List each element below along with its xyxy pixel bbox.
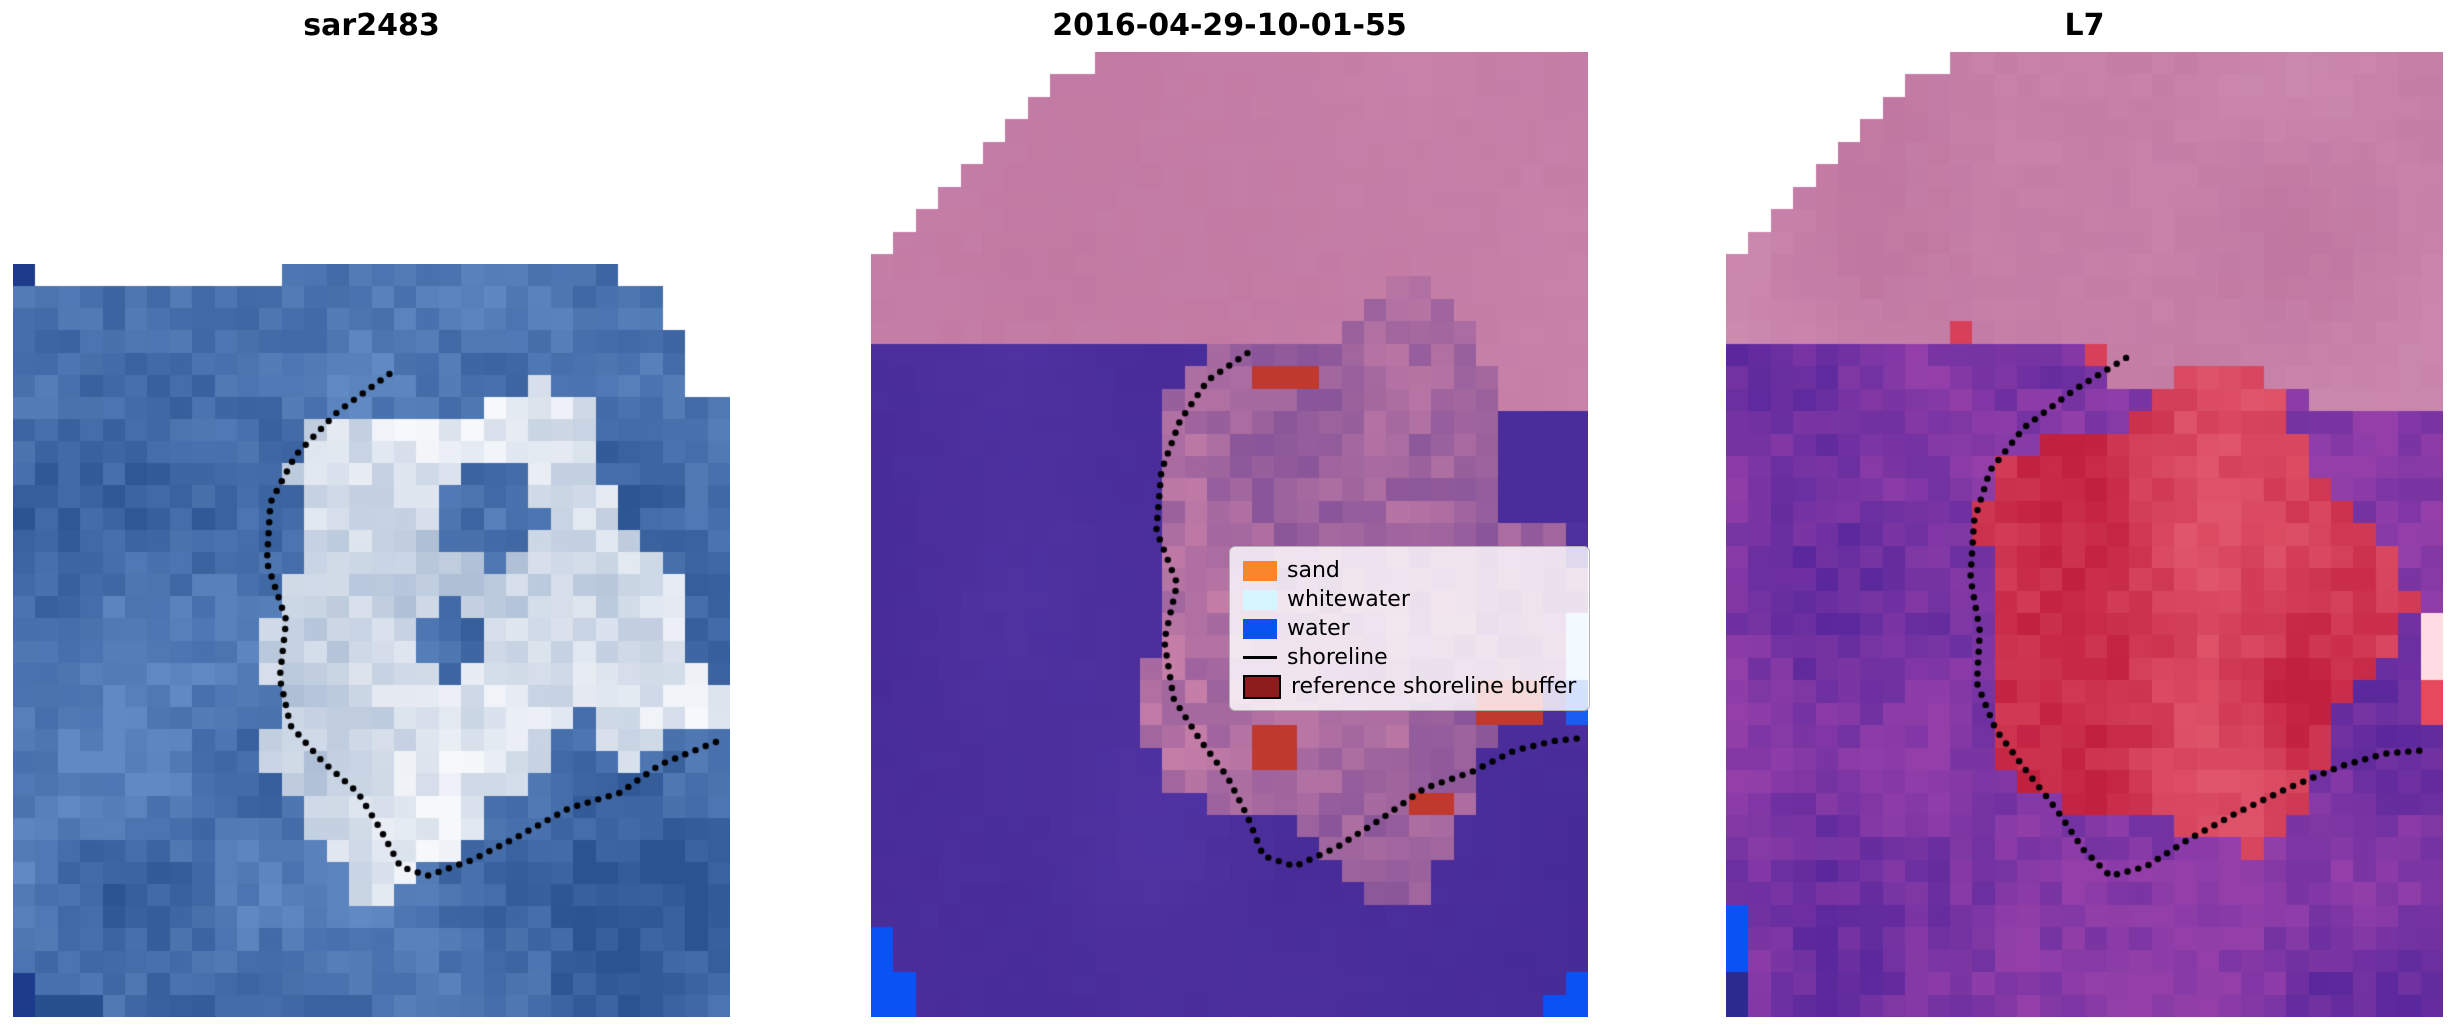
legend-label-sand: sand — [1287, 558, 1340, 583]
legend-entry-whitewater: whitewater — [1243, 585, 1576, 614]
water-swatch-icon — [1243, 618, 1277, 639]
panel-title-classified-date: 2016-04-29-10-01-55 — [1052, 8, 1407, 43]
legend-entry-reference-buffer: reference shoreline buffer — [1243, 672, 1576, 701]
classified-image-canvas — [871, 52, 1588, 1017]
legend-label-water: water — [1287, 616, 1350, 641]
legend-label-shoreline: shoreline — [1287, 645, 1388, 670]
legend-entry-sand: sand — [1243, 556, 1576, 585]
legend-label-whitewater: whitewater — [1287, 587, 1410, 612]
reference-buffer-swatch-icon — [1243, 674, 1281, 699]
shoreline-line-icon — [1243, 656, 1277, 659]
legend: sand whitewater water shoreline referenc… — [1229, 546, 1591, 711]
sand-swatch-icon — [1243, 560, 1277, 581]
legend-label-reference-buffer: reference shoreline buffer — [1291, 674, 1577, 699]
whitewater-swatch-icon — [1243, 589, 1277, 610]
legend-entry-water: water — [1243, 614, 1576, 643]
panel-title-l7: L7 — [2064, 8, 2105, 43]
legend-entry-shoreline: shoreline — [1243, 643, 1576, 672]
sar-image-canvas — [13, 264, 730, 1017]
l7-image-canvas — [1726, 52, 2443, 1017]
panel-title-sar2483: sar2483 — [303, 8, 440, 43]
